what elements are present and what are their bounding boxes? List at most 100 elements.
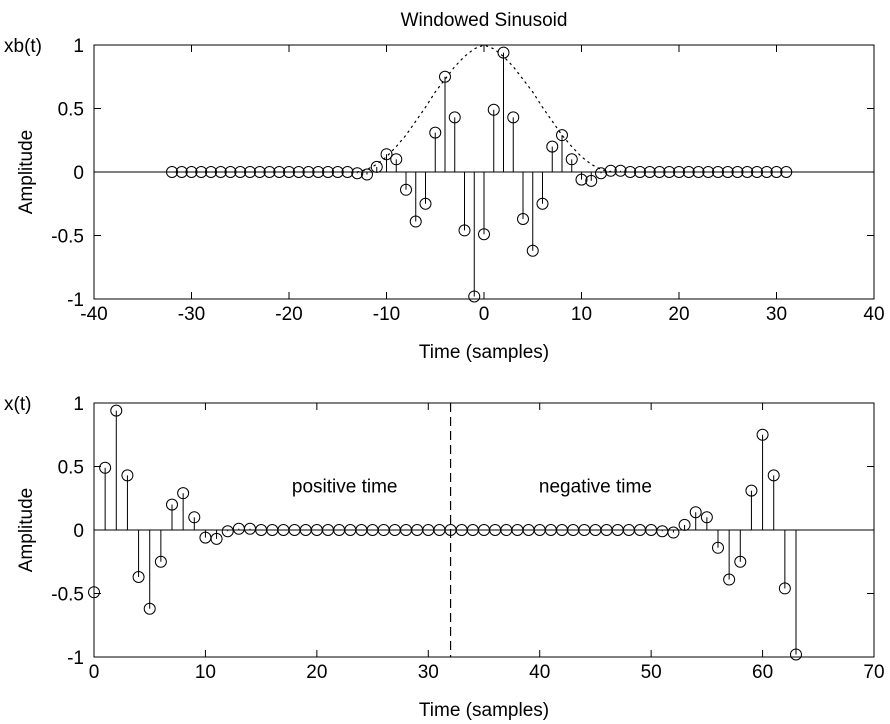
stem-marker — [390, 153, 403, 166]
stem-marker — [780, 166, 793, 178]
stem-marker — [121, 469, 134, 482]
stem-marker — [370, 160, 383, 173]
stem-marker — [721, 166, 734, 178]
stem-marker — [221, 525, 234, 538]
y-tick-label: 1 — [73, 36, 84, 57]
x-tick-label: -30 — [178, 304, 205, 325]
stem-marker — [604, 164, 617, 177]
plot-bottom-xlabel: Time (samples) — [419, 700, 549, 721]
x-tick-label: 10 — [195, 662, 216, 683]
x-tick-label: 10 — [571, 304, 592, 325]
stem-marker — [643, 166, 656, 178]
stem-marker — [767, 469, 780, 482]
stem-marker — [741, 166, 754, 178]
x-tick-label: -40 — [80, 304, 107, 325]
y-tick-label: 1 — [73, 394, 84, 415]
stem-marker — [361, 168, 373, 181]
stem-marker — [712, 166, 724, 178]
stem-marker — [751, 166, 763, 178]
stem-marker — [448, 111, 461, 124]
stem-marker — [575, 173, 588, 186]
stem-marker — [188, 511, 201, 524]
plot-bottom-ticks: 0 10 20 30 40 50 60 70 -1 -0.5 0 0.5 1 — [51, 394, 884, 683]
x-tick-label: -20 — [275, 304, 302, 325]
stem-marker — [253, 166, 266, 178]
x-tick-label: 50 — [641, 662, 662, 683]
plot-bottom: x(t) Amplitude Time (samples) 0 10 20 30 40 5… — [4, 394, 885, 721]
stem-marker — [673, 166, 685, 178]
stem-marker — [634, 166, 646, 178]
stem-marker — [132, 570, 145, 583]
stem-marker — [624, 166, 637, 178]
stem-marker — [507, 111, 520, 124]
stem-marker — [556, 129, 568, 142]
y-tick-label: -1 — [67, 290, 84, 311]
x-tick-label: 40 — [863, 304, 884, 325]
stem-marker — [400, 183, 412, 196]
stem-marker — [653, 166, 666, 178]
stem-marker — [195, 166, 208, 178]
stem-marker — [731, 166, 744, 178]
y-tick-label: 0 — [73, 163, 84, 184]
stem-marker — [595, 167, 607, 180]
stem-marker — [517, 212, 529, 225]
stem-marker — [302, 166, 315, 178]
stem-marker — [210, 532, 223, 545]
y-tick-label: -0.5 — [51, 585, 84, 606]
x-tick-label: 60 — [752, 662, 773, 683]
x-tick-label: 20 — [668, 304, 689, 325]
y-tick-label: 0.5 — [58, 100, 84, 121]
stem-marker — [292, 166, 305, 178]
stem-marker — [756, 428, 769, 441]
x-tick-label: 30 — [418, 662, 439, 683]
plot-top-stems — [166, 46, 793, 303]
stem-marker — [263, 166, 276, 178]
y-tick-label: -0.5 — [51, 227, 84, 248]
x-tick-label: 70 — [863, 662, 884, 683]
stem-marker — [322, 166, 334, 178]
stem-marker — [712, 541, 724, 554]
stem-marker — [331, 166, 344, 178]
stem-marker — [700, 511, 713, 524]
stem-marker — [419, 197, 432, 210]
plot-top-corner-label: xb(t) — [4, 36, 42, 57]
stem-marker — [585, 174, 598, 187]
stem-marker — [224, 166, 237, 178]
stem-marker — [244, 166, 256, 178]
plot-top: Windowed Sinusoid xb(t) Amplitude Time (… — [4, 10, 885, 363]
stem-marker — [429, 126, 442, 139]
stem-marker — [682, 166, 695, 178]
stem-marker — [546, 140, 559, 153]
stem-marker — [439, 70, 451, 83]
stem-marker — [166, 498, 178, 511]
stem-marker — [565, 153, 578, 166]
stem-marker — [185, 166, 198, 178]
stem-marker — [234, 166, 247, 178]
stem-marker — [175, 166, 188, 178]
stem-marker — [214, 166, 227, 178]
stem-marker — [110, 404, 123, 417]
stem-marker — [409, 215, 422, 228]
x-tick-label: 40 — [529, 662, 550, 683]
stem-marker — [770, 166, 783, 178]
plot-bottom-stems — [88, 404, 802, 661]
stem-marker — [143, 602, 156, 615]
stem-marker — [778, 582, 791, 595]
x-tick-label: 0 — [89, 662, 100, 683]
stem-marker — [380, 148, 393, 161]
stem-marker — [283, 166, 295, 178]
stem-marker — [312, 166, 325, 178]
stem-marker — [745, 484, 758, 497]
plot-top-title: Windowed Sinusoid — [401, 10, 568, 31]
plot-top-ylabel: Amplitude — [16, 130, 37, 215]
x-tick-label: 20 — [306, 662, 327, 683]
stem-marker — [88, 586, 100, 599]
stem-marker — [614, 164, 627, 177]
stem-marker — [351, 167, 364, 180]
stem-marker — [692, 166, 705, 178]
stem-marker — [99, 461, 112, 474]
plot-bottom-ylabel: Amplitude — [16, 488, 37, 573]
stem-marker — [536, 197, 549, 210]
envelope-line — [356, 44, 612, 173]
stem-marker — [760, 166, 773, 178]
